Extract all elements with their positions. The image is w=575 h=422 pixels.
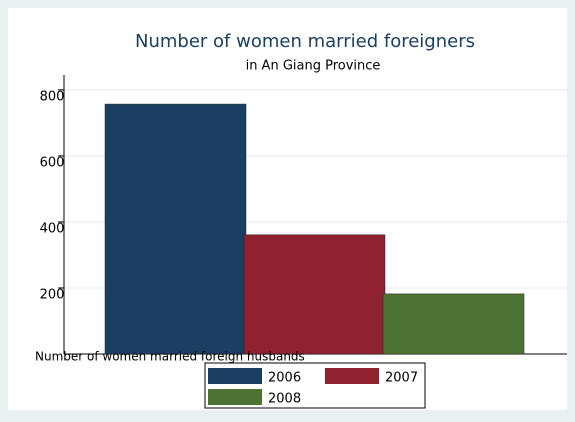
chart-subtitle: in An Giang Province <box>246 59 381 74</box>
bar <box>382 293 525 355</box>
legend-swatch <box>325 368 379 384</box>
x-axis-label: Number of women married foreign husbands <box>35 350 305 364</box>
legend-label: 2008 <box>268 392 301 407</box>
y-tick-label: 800 <box>40 89 65 104</box>
bar <box>243 234 386 355</box>
legend-label: 2006 <box>268 371 301 386</box>
legend-swatch <box>208 389 262 405</box>
y-tick-label: 400 <box>40 221 65 236</box>
legend-swatch <box>208 368 262 384</box>
y-tick-label: 600 <box>40 155 65 170</box>
bar <box>104 103 247 355</box>
chart-title: Number of women married foreigners <box>135 31 475 52</box>
legend-label: 2007 <box>385 371 418 386</box>
y-tick-label: 200 <box>40 287 65 302</box>
